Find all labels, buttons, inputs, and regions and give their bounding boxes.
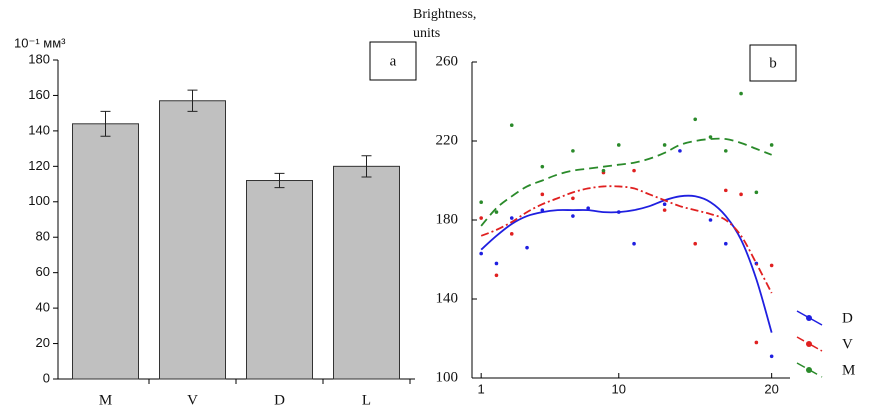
series-line xyxy=(480,194,773,333)
data-point xyxy=(571,149,575,153)
error-bar xyxy=(361,155,372,178)
error-bar xyxy=(274,172,285,189)
y-tick-label: 120 xyxy=(28,158,50,173)
data-point xyxy=(769,263,774,268)
data-point xyxy=(723,241,728,246)
error-bar xyxy=(187,89,198,112)
y-tick-label: 100 xyxy=(28,193,50,208)
data-point xyxy=(494,273,499,278)
data-point xyxy=(479,216,483,220)
data-point xyxy=(616,143,621,147)
legend-line xyxy=(796,336,823,352)
y-tick-label: 20 xyxy=(36,335,50,350)
y-tick-label: 180 xyxy=(436,211,459,227)
x-tick-label: 1 xyxy=(478,381,485,396)
y-tick-label: 180 xyxy=(28,51,50,66)
bar xyxy=(333,165,400,380)
series-line xyxy=(480,137,772,227)
data-point xyxy=(678,149,682,153)
data-point xyxy=(479,251,483,256)
data-point xyxy=(586,206,590,210)
panel-label: b xyxy=(769,55,777,71)
data-point xyxy=(540,164,545,169)
bar xyxy=(246,180,313,380)
legend-dot xyxy=(806,315,812,321)
x-tick-label: D xyxy=(274,392,285,408)
legend-dot xyxy=(806,341,812,347)
y-tick-label: 220 xyxy=(436,132,459,148)
data-point xyxy=(540,192,545,197)
x-tick-label: 20 xyxy=(764,381,778,396)
data-point xyxy=(723,188,728,193)
data-point xyxy=(601,168,606,173)
data-point xyxy=(693,117,698,122)
y-axis-label: units xyxy=(413,26,440,41)
y-tick-label: 140 xyxy=(28,122,50,137)
data-point xyxy=(769,143,774,147)
panel-box xyxy=(369,41,417,81)
data-point xyxy=(479,200,483,205)
data-point xyxy=(632,168,636,173)
data-point xyxy=(693,241,698,246)
bar xyxy=(72,123,139,380)
y-tick-label: 260 xyxy=(436,53,459,69)
series-line xyxy=(480,185,773,294)
legend-label: V xyxy=(842,336,853,352)
y-tick-label: 80 xyxy=(36,229,50,244)
x-tick-label: M xyxy=(99,392,112,408)
y-axis-label: 10⁻¹ мм³ xyxy=(14,35,66,50)
x-tick-label: 10 xyxy=(612,381,626,396)
x-tick-label: L xyxy=(362,392,371,408)
x-tick-label: V xyxy=(187,392,198,408)
data-point xyxy=(571,214,575,218)
legend-dot xyxy=(806,367,812,373)
data-point xyxy=(571,196,575,201)
data-point xyxy=(708,218,713,222)
data-point xyxy=(708,135,713,139)
y-tick-label: 140 xyxy=(436,290,459,306)
data-point xyxy=(662,143,667,147)
y-tick-label: 60 xyxy=(36,264,50,279)
data-point xyxy=(723,149,728,153)
bar xyxy=(159,100,226,380)
data-point xyxy=(754,190,759,195)
y-tick-label: 100 xyxy=(436,369,459,385)
data-point xyxy=(739,91,743,96)
data-point xyxy=(509,232,514,236)
y-tick-label: 0 xyxy=(43,370,50,385)
data-point xyxy=(509,216,514,220)
data-point xyxy=(494,261,499,266)
data-point xyxy=(769,354,774,359)
y-tick-label: 160 xyxy=(28,87,50,102)
data-point xyxy=(509,123,514,127)
y-axis-label: Brightness, xyxy=(413,7,476,22)
y-tick-label: 40 xyxy=(36,300,50,315)
legend-label: D xyxy=(842,310,853,326)
error-bar xyxy=(100,110,111,137)
data-point xyxy=(525,245,529,250)
legend-label: M xyxy=(842,362,855,378)
data-point xyxy=(494,210,499,214)
panel-box xyxy=(749,44,797,82)
data-point xyxy=(754,340,759,345)
data-point xyxy=(662,202,667,206)
data-point xyxy=(662,208,667,212)
data-point xyxy=(632,241,636,246)
data-point xyxy=(739,192,743,197)
panel-label: a xyxy=(390,53,397,69)
